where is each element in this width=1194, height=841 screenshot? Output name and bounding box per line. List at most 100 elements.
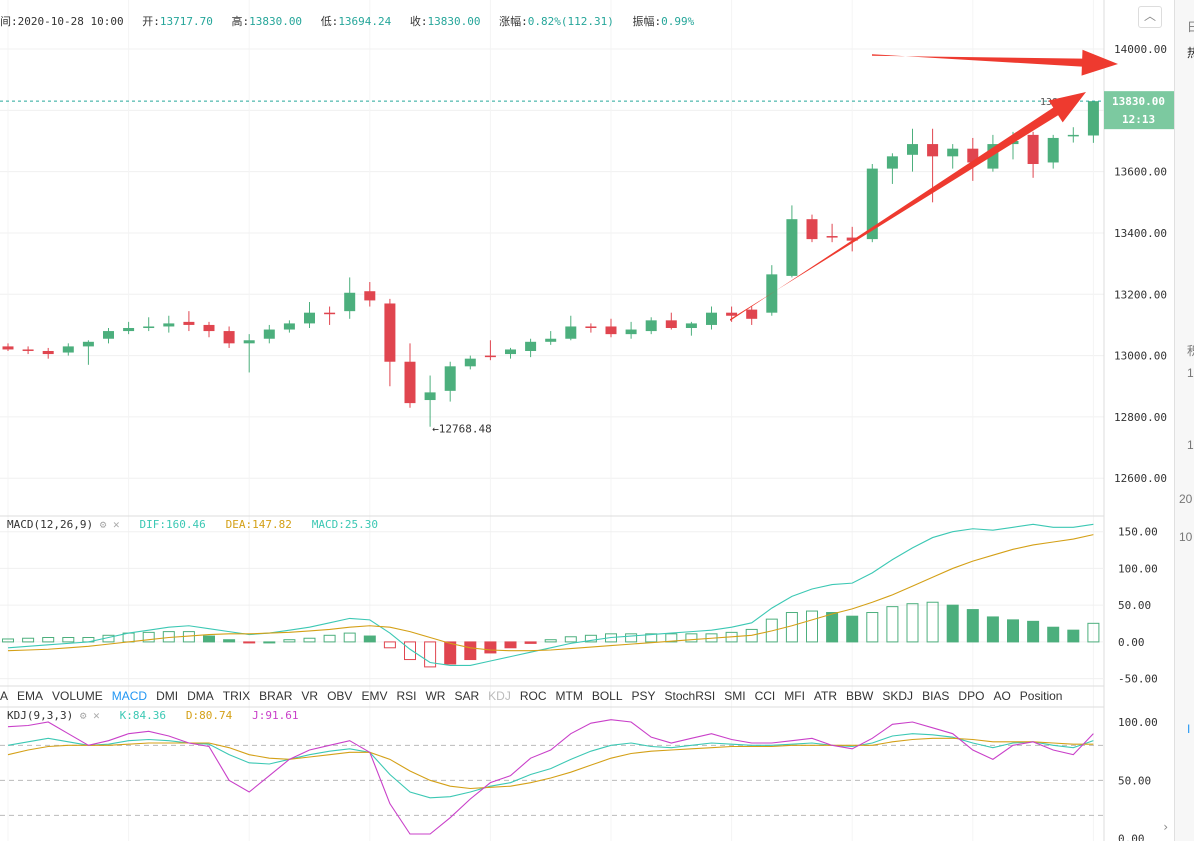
d-line — [7, 737, 1094, 790]
panel-text: 20 — [1179, 492, 1193, 506]
indicator-tab-a[interactable]: A — [0, 689, 9, 703]
gear-icon[interactable]: ⚙ — [79, 709, 87, 722]
candle-body — [183, 321, 195, 325]
indicator-tab-ema[interactable]: EMA — [17, 689, 44, 703]
macd-tick-label: 100.00 — [1118, 562, 1158, 575]
candle-body — [625, 329, 637, 335]
open-label: 开: — [142, 15, 160, 28]
macd-histogram-bar — [946, 604, 959, 643]
indicator-tab-ao[interactable]: AO — [993, 689, 1011, 703]
macd-histogram-bar — [544, 639, 557, 643]
indicator-tab-volume[interactable]: VOLUME — [52, 689, 103, 703]
indicator-tab-brar[interactable]: BRAR — [259, 689, 293, 703]
candle-body — [1027, 134, 1039, 165]
indicator-tab-psy[interactable]: PSY — [631, 689, 656, 703]
candle-body — [484, 355, 496, 358]
indicator-tab-bbw[interactable]: BBW — [846, 689, 874, 703]
indicator-tab-obv[interactable]: OBV — [327, 689, 353, 703]
dea-value: 147.82 — [252, 518, 292, 531]
collapse-button[interactable]: ︿ — [1138, 6, 1162, 28]
indicator-tab-atr[interactable]: ATR — [813, 689, 838, 703]
macd-histogram-bar — [363, 635, 376, 643]
scroll-right-button[interactable]: › — [1162, 820, 1174, 838]
low-label: 低: — [320, 15, 339, 28]
indicator-tab-stochrsi[interactable]: StochRSI — [664, 689, 716, 703]
macd-histogram-bar — [504, 641, 517, 649]
candle-body — [846, 237, 858, 241]
indicator-tab-cci[interactable]: CCI — [754, 689, 776, 703]
macd-label: MACD: — [311, 518, 345, 531]
candle-body — [143, 326, 155, 329]
candle-body — [565, 326, 577, 339]
indicator-tab-wr[interactable]: WR — [425, 689, 446, 703]
candle-body — [304, 312, 315, 324]
annotation-arrow-trend — [730, 92, 1086, 321]
macd-histogram-bar — [243, 641, 256, 644]
chevron-up-icon: ︿ — [1143, 9, 1156, 23]
indicator-tab-skdj[interactable]: SKDJ — [882, 689, 914, 703]
j-line — [7, 719, 1094, 835]
macd-histogram-bar — [886, 606, 899, 643]
indicator-tab-vr[interactable]: VR — [301, 689, 319, 703]
indicator-tab-boll[interactable]: BOLL — [591, 689, 623, 703]
gear-icon[interactable]: ⚙ — [99, 518, 107, 531]
panel-text: 1 — [1187, 366, 1194, 380]
indicator-tab-bias[interactable]: BIAS — [922, 689, 950, 703]
indicator-tab-smi[interactable]: SMI — [724, 689, 746, 703]
close-icon[interactable]: ✕ — [93, 709, 100, 722]
candle-body — [525, 341, 537, 351]
ohlc-header: 间:2020-10-28 10:00 开:13717.70 高:13830.00… — [0, 13, 706, 29]
macd-tick-label: 150.00 — [1118, 526, 1158, 539]
indicator-tab-position[interactable]: Position — [1019, 689, 1063, 703]
high-value: 13830.00 — [249, 15, 303, 28]
chevron-right-icon: › — [1162, 820, 1170, 834]
candle-body — [424, 392, 436, 401]
countdown-label: 12:13 — [1122, 113, 1155, 126]
macd-legend: MACD(12,26,9) ⚙ ✕ DIF:160.46 DEA:147.82 … — [7, 518, 378, 531]
macd-value: 25.30 — [344, 518, 378, 531]
macd-histogram-bar — [966, 609, 979, 643]
indicator-tab-emv[interactable]: EMV — [361, 689, 388, 703]
indicator-tab-trix[interactable]: TRIX — [222, 689, 251, 703]
date-prefix: 间: — [0, 15, 18, 28]
macd-histogram-bar — [303, 637, 316, 643]
indicator-tab-dmi[interactable]: DMI — [156, 689, 179, 703]
panel-text: 日 — [1187, 18, 1194, 35]
candle-body — [987, 144, 999, 169]
indicator-tab-mtm[interactable]: MTM — [555, 689, 583, 703]
candle-body — [505, 349, 516, 355]
indicator-tab-dma[interactable]: DMA — [187, 689, 214, 703]
candle-body — [1047, 137, 1059, 163]
kdj-tick-label: 100.00 — [1118, 716, 1158, 729]
last-price-box — [1104, 91, 1174, 130]
macd-histogram-bar — [484, 641, 497, 654]
panel-text: 1 — [1187, 438, 1194, 452]
indicator-tab-kdj[interactable]: KDJ — [488, 689, 511, 703]
dif-line — [7, 523, 1094, 666]
indicator-tab-macd[interactable]: MACD — [111, 689, 148, 703]
low-marker-label: ←12768.48 — [432, 423, 492, 436]
price-tick-label: 13000.00 — [1114, 350, 1167, 363]
candle-body — [766, 274, 778, 313]
close-value: 13830.00 — [427, 15, 481, 28]
macd-tick-label: 0.00 — [1118, 636, 1145, 649]
candle-body — [786, 219, 798, 276]
candle-body — [404, 361, 416, 404]
close-icon[interactable]: ✕ — [112, 518, 120, 531]
indicator-tab-rsi[interactable]: RSI — [396, 689, 417, 703]
date-value: 2020-10-28 10:00 — [17, 15, 124, 28]
indicator-tab-dpo[interactable]: DPO — [958, 689, 985, 703]
dea-label: DEA: — [225, 518, 253, 531]
indicator-tab-roc[interactable]: ROC — [519, 689, 547, 703]
indicator-tab-mfi[interactable]: MFI — [784, 689, 805, 703]
indicator-tab-sar[interactable]: SAR — [454, 689, 480, 703]
candle-body — [22, 349, 34, 351]
candle-body — [42, 350, 54, 355]
macd-histogram-bar — [323, 634, 336, 643]
macd-histogram-bar — [926, 601, 939, 643]
macd-histogram-bar — [564, 636, 577, 643]
change-value: 0.82%(112.31) — [527, 15, 614, 28]
macd-histogram-bar — [665, 633, 678, 643]
annotation-arrow-horizontal — [872, 49, 1118, 76]
